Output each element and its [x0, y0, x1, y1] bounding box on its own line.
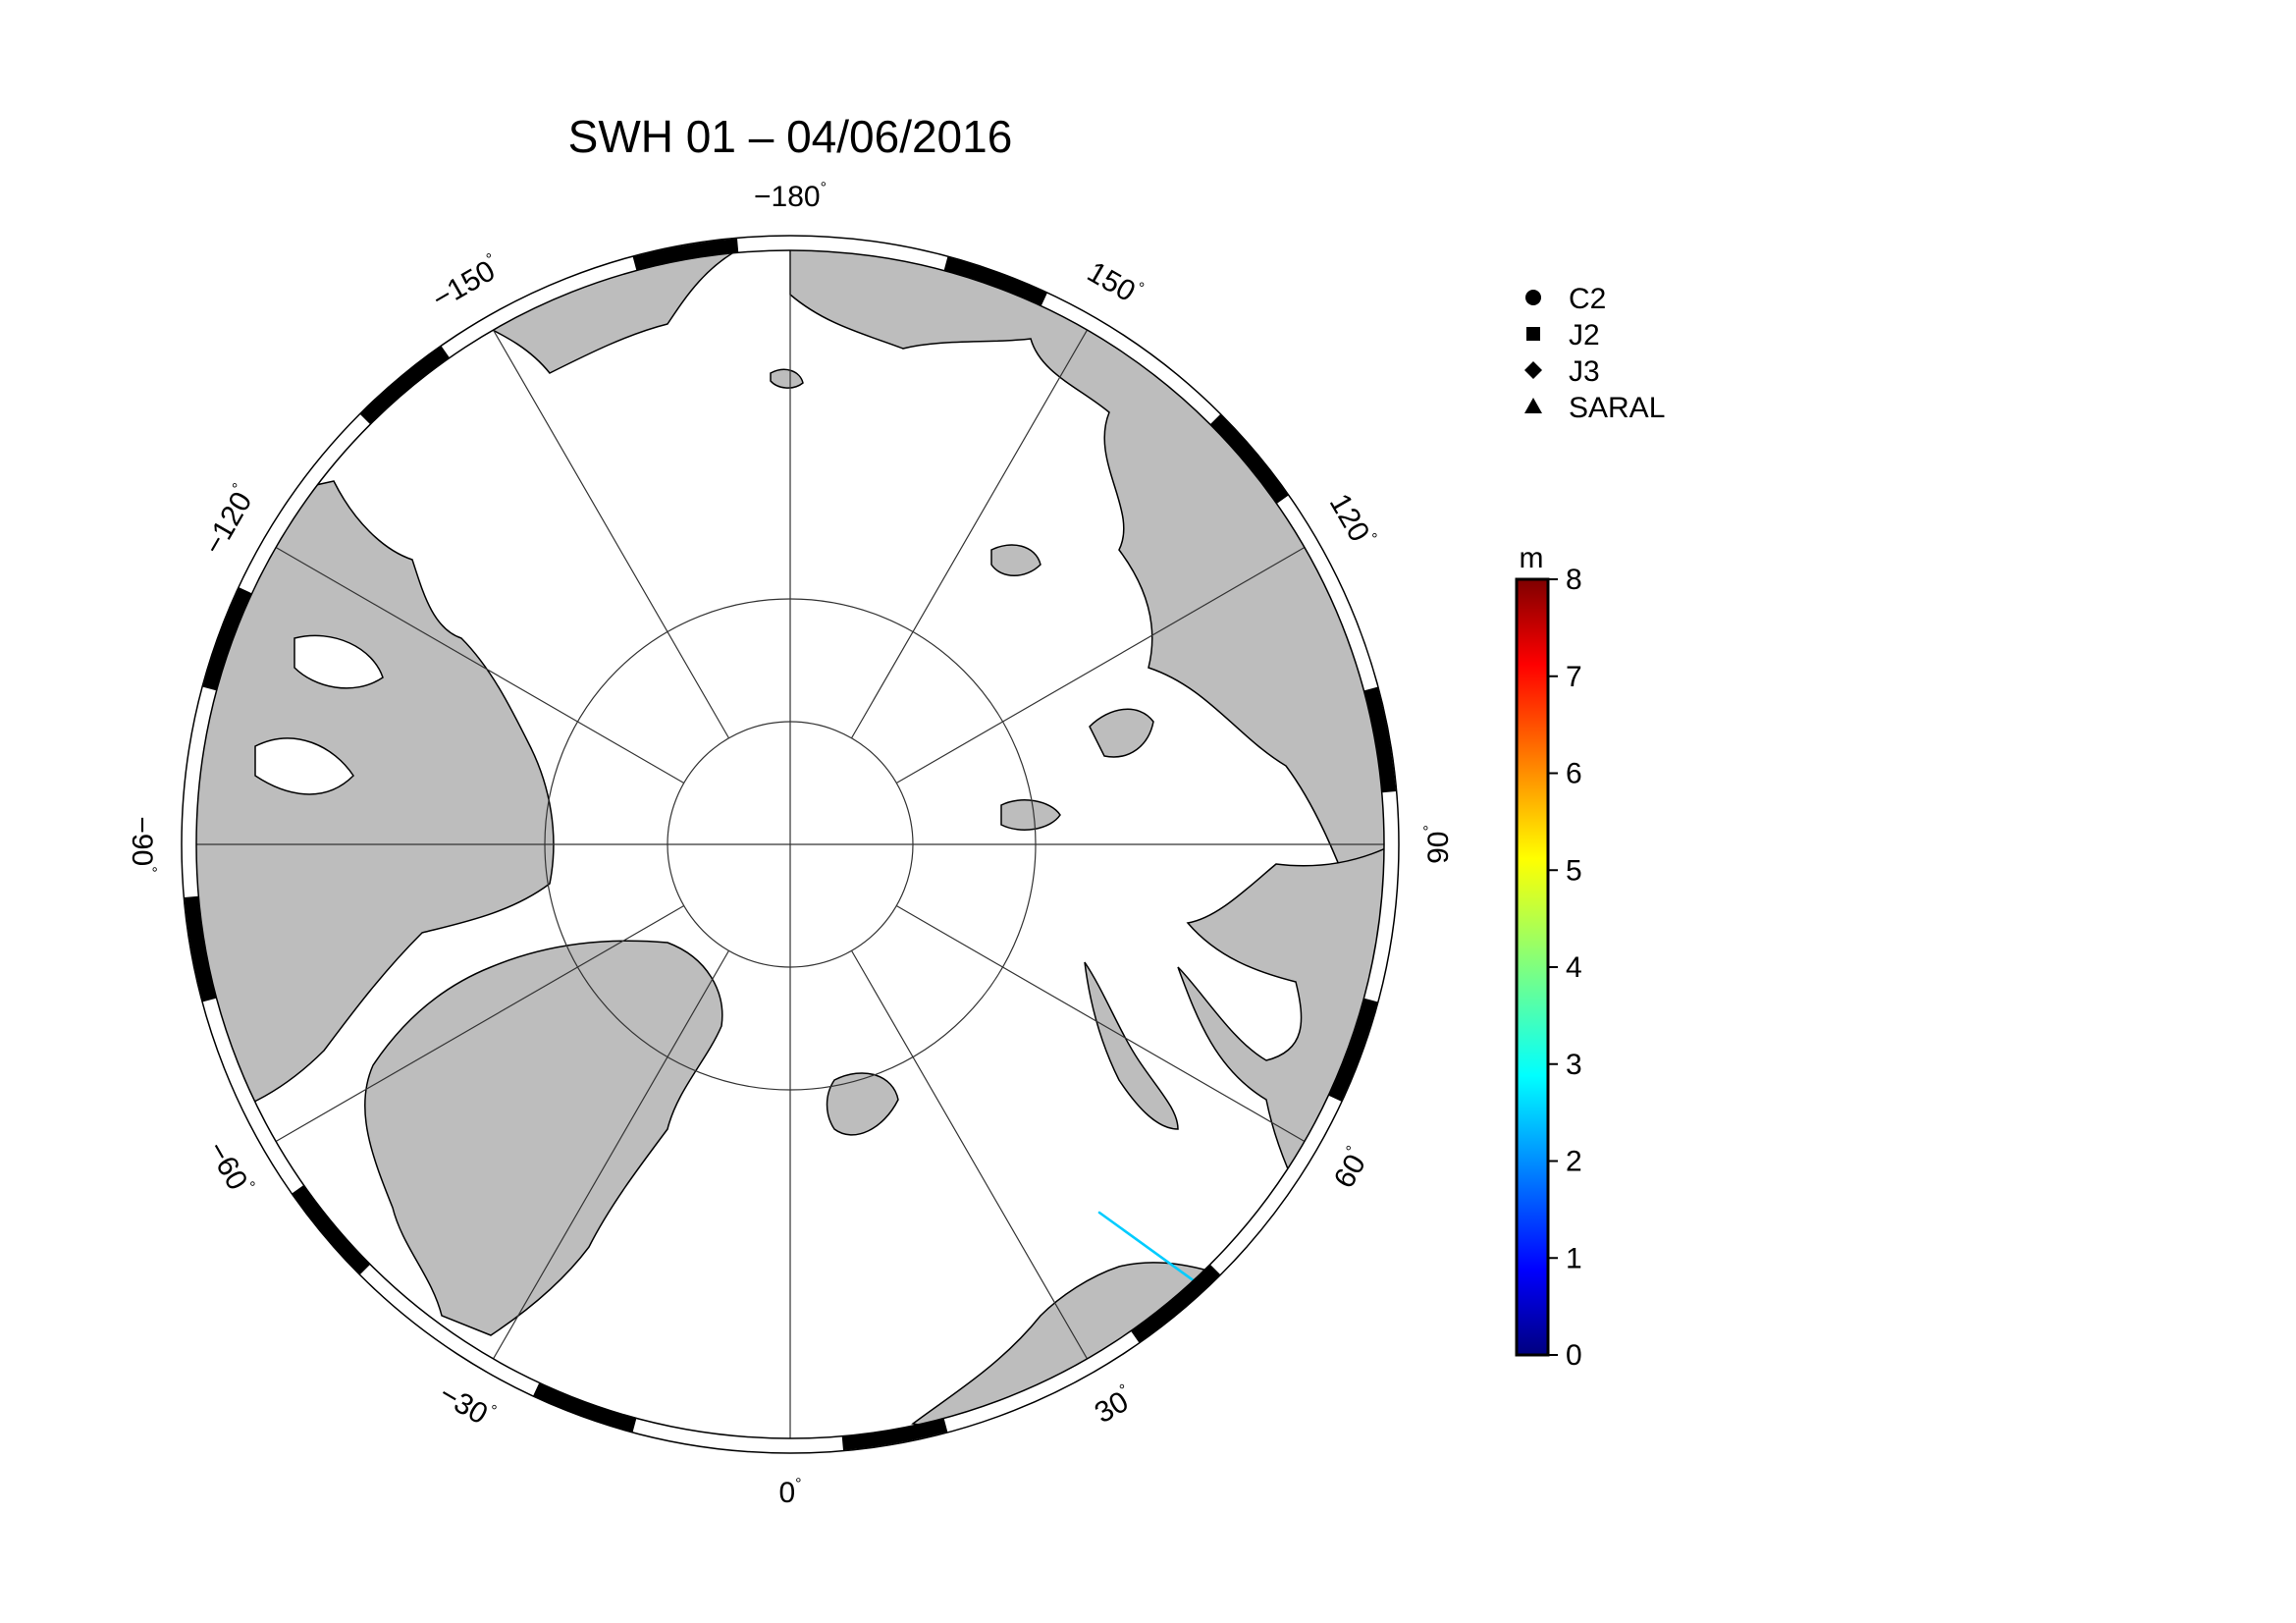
frame-ticks	[184, 238, 1397, 1451]
longitude-label: 0°	[778, 1476, 801, 1509]
meridian-line	[895, 546, 1306, 784]
colorbar-tick-label: 5	[1566, 854, 1582, 887]
legend-square-icon	[1526, 327, 1540, 341]
track-segment	[1323, 1147, 1357, 1438]
legend: C2 J2 J3 SARAL	[1524, 283, 1665, 424]
longitude-label: −30°	[434, 1378, 500, 1434]
track-segment	[1433, 1286, 1463, 1414]
frame-segment	[1210, 413, 1289, 504]
legend-label-saral: SARAL	[1569, 392, 1665, 424]
longitude-label: −180°	[754, 180, 827, 213]
frame-inner	[195, 249, 1385, 1439]
longitude-label: 90°	[1421, 825, 1455, 864]
meridian-line	[275, 904, 685, 1143]
frame-segment	[841, 1418, 948, 1451]
colorbar-tick-label: 6	[1566, 758, 1582, 790]
track-segment	[1531, 1257, 1669, 1276]
colorbar-tick-label: 1	[1566, 1242, 1582, 1274]
frame-segment	[1363, 686, 1397, 793]
colorbar-tick-label: 7	[1566, 661, 1582, 693]
legend-diamond-icon	[1524, 361, 1542, 379]
longitude-label: −90°	[126, 816, 159, 872]
legend-triangle-icon	[1524, 398, 1542, 413]
land-novaya-zemlya	[1084, 961, 1179, 1130]
longitude-label: 30°	[1089, 1381, 1139, 1430]
land-canada	[196, 480, 555, 1120]
longitude-label: −150°	[426, 250, 506, 315]
meridians	[196, 250, 1384, 1438]
land-severnaya	[1089, 708, 1154, 758]
colorbar-tick-label: 4	[1566, 951, 1582, 984]
land-wrangel	[770, 368, 804, 389]
colorbar-gradient	[1515, 577, 1550, 1357]
map-title: SWH 01 – 04/06/2016	[568, 111, 1013, 162]
frame-segment	[1328, 998, 1378, 1102]
frame-segment	[1131, 1265, 1221, 1343]
longitude-label: 120°	[1323, 488, 1380, 553]
meridian-line	[492, 949, 730, 1360]
frame-outer	[181, 235, 1400, 1454]
legend-label-j3: J3	[1569, 355, 1600, 388]
frame-segment	[292, 1185, 370, 1275]
colorbar-tick-label: 2	[1566, 1146, 1582, 1178]
longitude-label: 150°	[1082, 255, 1147, 312]
meridian-line	[895, 904, 1306, 1143]
colorbar-ticks: 0 1 2 3 4 5 6 7 8	[1548, 564, 1582, 1372]
map-disc: −180° 150° 120° 90° 60° 30° 0° −30° −60° −90° −120…	[126, 180, 1973, 1509]
meridian-line	[492, 329, 730, 739]
colorbar-tick-label: 0	[1566, 1339, 1582, 1372]
frame-segment	[184, 895, 217, 1002]
channel-b	[294, 634, 384, 689]
legend-circle-icon	[1525, 290, 1541, 305]
meridian-line	[850, 949, 1089, 1360]
frame-segment	[632, 238, 739, 271]
frame-segment	[202, 587, 252, 691]
track-segment	[1836, 992, 1865, 1237]
track-segment	[1679, 1217, 1767, 1355]
frame-segment	[533, 1382, 637, 1433]
frame-segment	[359, 346, 450, 424]
land-franz-josef	[1000, 799, 1061, 831]
track-segment	[1575, 1178, 1629, 1434]
legend-label-c2: C2	[1569, 283, 1606, 315]
longitude-label: −120°	[196, 480, 261, 560]
land-svalbard	[826, 1072, 899, 1136]
frame-segment	[943, 256, 1047, 306]
meridian-line	[850, 329, 1089, 739]
channel-a	[254, 737, 354, 795]
colorbar-unit: m	[1520, 542, 1544, 574]
track-segment	[1571, 1330, 1767, 1404]
land-new-siberian	[990, 544, 1041, 576]
track-segment	[1914, 1090, 1973, 1330]
colorbar-tick-label: 8	[1566, 564, 1582, 596]
longitude-label: 60°	[1327, 1143, 1375, 1193]
longitude-label: −60°	[200, 1136, 257, 1202]
meridian-line	[275, 546, 685, 784]
legend-label-j2: J2	[1569, 319, 1600, 352]
track-segment	[1394, 1296, 1492, 1325]
graticule	[196, 250, 1384, 1438]
colorbar: m 0 1 2 3 4 5 6 7 8	[1515, 542, 1582, 1372]
land-greenland	[363, 940, 723, 1336]
colorbar-tick-label: 3	[1566, 1049, 1582, 1081]
